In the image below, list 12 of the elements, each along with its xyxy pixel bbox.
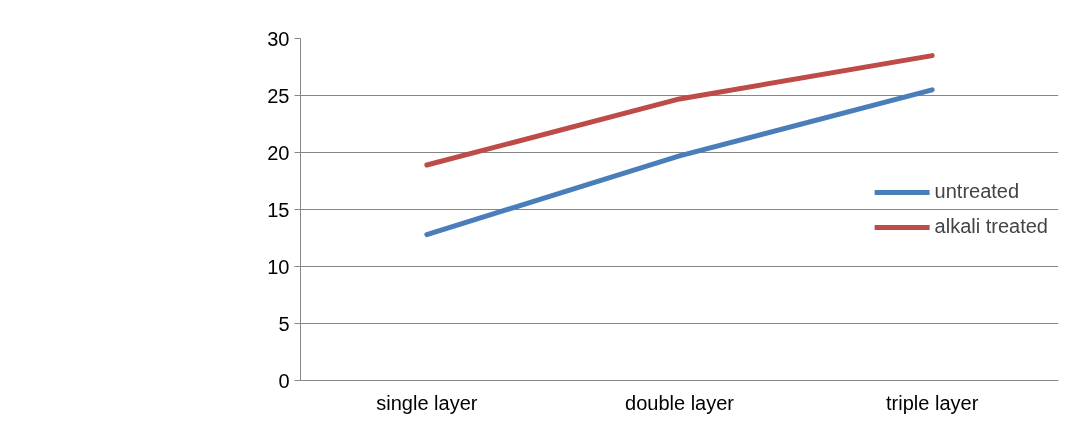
legend-label: untreated bbox=[934, 180, 1020, 203]
y-tick-label: 30 bbox=[267, 27, 290, 50]
x-tick-label: double layer bbox=[625, 391, 735, 414]
y-tick-label: 25 bbox=[267, 84, 290, 107]
y-tick-label: 5 bbox=[278, 312, 290, 335]
y-tick-label: 20 bbox=[267, 141, 290, 164]
y-tick-label: 15 bbox=[267, 198, 290, 221]
x-tick-label: single layer bbox=[376, 391, 478, 414]
y-tick-label: 0 bbox=[278, 369, 290, 392]
y-tick-label: 10 bbox=[267, 255, 290, 278]
x-tick-label: triple layer bbox=[886, 391, 979, 414]
legend-label: alkali treated bbox=[934, 215, 1048, 238]
